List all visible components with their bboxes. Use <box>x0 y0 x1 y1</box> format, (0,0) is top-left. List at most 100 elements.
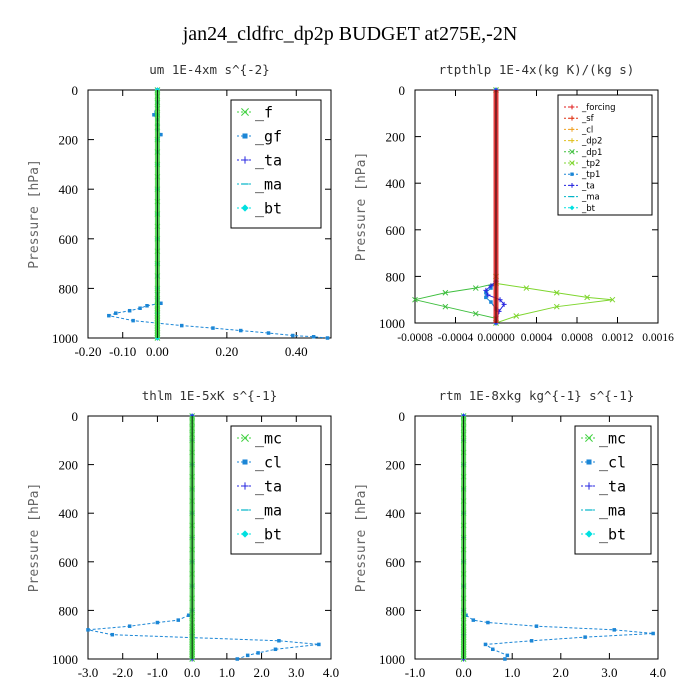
x-tick-label: 0.0 <box>184 665 200 680</box>
figure-title: jan24_cldfrc_dp2p BUDGET at275E,-2N <box>182 23 518 45</box>
y-tick-label: 400 <box>386 506 406 521</box>
data-point <box>501 301 507 307</box>
x-tick-label: 0.0 <box>455 665 471 680</box>
data-point <box>317 642 321 647</box>
data-point <box>256 651 260 655</box>
x-tick-label: 0.00 <box>146 344 169 359</box>
x-tick-label: -1.0 <box>147 665 168 680</box>
legend-marker <box>241 434 249 442</box>
legend-marker <box>585 530 593 538</box>
legend-marker <box>242 459 248 465</box>
y-tick-label: 200 <box>386 458 406 473</box>
data-point <box>534 624 539 628</box>
data-point <box>442 303 449 310</box>
y-tick-label: 400 <box>386 176 406 191</box>
legend: _mc _cl _ta _ma _bt <box>230 425 322 555</box>
y-tick-label: 800 <box>386 269 406 284</box>
y-axis-label: Pressure [hPa] <box>354 152 369 262</box>
x-tick-label: -0.0004 <box>438 332 474 344</box>
y-tick-label: 400 <box>59 506 79 521</box>
x-tick-label: 3.0 <box>288 665 304 680</box>
legend-label: _bt <box>255 199 282 217</box>
legend-marker <box>241 204 249 212</box>
legend-marker <box>569 115 575 121</box>
data-point <box>553 303 560 310</box>
data-point <box>145 304 149 308</box>
legend-label: _sf <box>581 114 595 124</box>
y-tick-label: 1000 <box>379 316 405 331</box>
data-point <box>523 285 530 291</box>
legend: _f _gf _ta _ma _bt <box>230 99 322 229</box>
legend-label: _forcing <box>581 103 616 113</box>
y-axis-label: Pressure [hPa] <box>27 483 42 593</box>
x-tick-label: 4.0 <box>323 665 339 680</box>
x-tick-label: 0.20 <box>215 344 238 359</box>
data-point <box>471 618 476 622</box>
legend-label: _tp2 <box>581 159 600 169</box>
data-point <box>311 335 316 339</box>
data-point <box>483 287 489 293</box>
legend-label: _ma <box>255 175 282 193</box>
chart-panel-2: rtpthlp 1E-4x(kg K)/(kg s) Pressure [hPa]… <box>354 62 674 344</box>
y-tick-label: 200 <box>386 130 406 145</box>
legend-marker <box>241 530 249 538</box>
legend-marker <box>241 156 249 164</box>
x-tick-label: -1.0 <box>405 665 426 680</box>
y-axis-label: Pressure [hPa] <box>27 159 42 269</box>
plot-frame <box>87 89 332 339</box>
x-tick-label: 0.0016 <box>642 332 674 344</box>
data-point <box>86 628 90 632</box>
y-tick-label: 600 <box>386 223 406 238</box>
y-axis-label: Pressure [hPa] <box>354 483 369 593</box>
data-point <box>489 300 493 304</box>
data-point <box>127 624 132 628</box>
data-point <box>277 639 281 643</box>
data-point <box>159 132 163 137</box>
data-point <box>513 313 520 319</box>
x-tick-label: 1.0 <box>504 665 520 680</box>
data-point <box>472 310 479 317</box>
data-point <box>505 653 510 658</box>
legend-label: _gf <box>255 127 282 145</box>
legend-marker <box>569 205 575 211</box>
data-point <box>651 631 655 636</box>
data-point <box>266 331 271 335</box>
legend-label: _ma <box>581 193 600 203</box>
legend-label: _ma <box>255 501 282 519</box>
x-tick-label: 0.40 <box>285 344 308 359</box>
legend-box <box>557 94 653 216</box>
y-tick-label: 600 <box>386 555 406 570</box>
chart-title: rtpthlp 1E-4x(kg K)/(kg s) <box>439 62 635 77</box>
y-tick-label: 400 <box>59 182 79 197</box>
y-tick-label: 0 <box>72 409 79 424</box>
y-tick-label: 200 <box>59 133 79 148</box>
data-point <box>245 653 250 658</box>
data-point <box>138 306 142 310</box>
data-point <box>412 296 418 303</box>
legend-marker <box>569 149 575 155</box>
legend-label: _dp1 <box>581 148 602 158</box>
data-point <box>131 318 135 323</box>
legend-label: _ta <box>255 477 282 495</box>
data-point <box>488 283 494 289</box>
legend-label: _cl <box>581 125 593 135</box>
data-point <box>238 328 243 333</box>
data-point <box>127 308 132 313</box>
x-tick-label: 0.0008 <box>561 332 593 344</box>
data-point <box>176 618 181 622</box>
chart-title: thlm 1E-5xK s^{-1} <box>142 388 277 403</box>
chart-panel-4: rtm 1E-8xkg kg^{-1} s^{-1} Pressure [hPa]… <box>354 388 666 680</box>
x-tick-label: 1.0 <box>219 665 235 680</box>
data-point <box>503 657 507 661</box>
data-point <box>483 642 488 647</box>
y-tick-label: 800 <box>386 603 406 618</box>
legend-marker <box>569 138 575 143</box>
x-tick-label: 2.0 <box>253 665 269 680</box>
y-tick-label: 0 <box>72 83 79 98</box>
data-point <box>152 113 156 117</box>
data-point <box>211 326 215 330</box>
legend-marker <box>585 434 593 442</box>
data-point <box>612 628 617 632</box>
legend-label: _ta <box>581 181 595 191</box>
data-point <box>472 285 479 291</box>
